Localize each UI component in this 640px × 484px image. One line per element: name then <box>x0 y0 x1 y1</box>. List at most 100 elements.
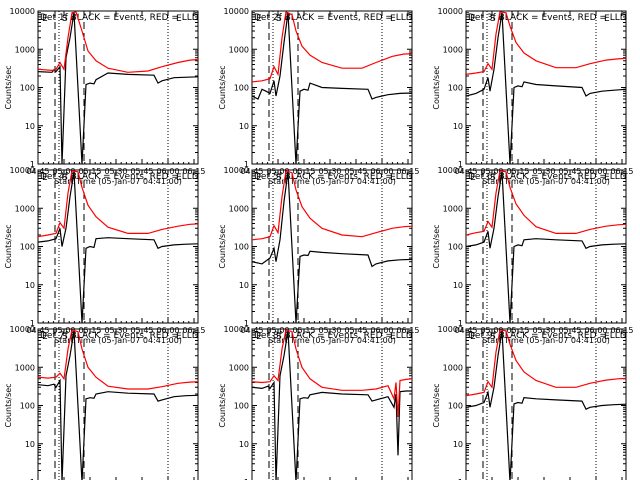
event-marker-label: E <box>176 332 182 342</box>
y-tick-label: 10000 <box>224 7 249 16</box>
series-lld-line <box>466 11 626 75</box>
y-tick-label: 10000 <box>438 166 463 175</box>
panel-title: Det 7f BLACK = Events, RED = LLD <box>40 331 199 341</box>
y-tick-label: 100 <box>448 402 463 411</box>
y-axis-label: Counts/sec <box>218 224 227 268</box>
series-events-line <box>252 330 412 482</box>
plot-area <box>466 11 626 164</box>
y-tick-label: 10000 <box>10 7 35 16</box>
plot-area <box>252 11 412 164</box>
event-marker-label: E <box>604 173 610 183</box>
series-lld-line <box>252 170 412 241</box>
event-marker-label: S <box>276 332 282 342</box>
series-events-line <box>38 171 198 323</box>
y-tick-label: 1 <box>244 160 249 169</box>
plot-area <box>466 329 626 482</box>
y-tick-label: 100 <box>234 243 249 252</box>
y-tick-label: 10000 <box>438 325 463 334</box>
series-lld-line <box>466 170 626 236</box>
plot-area <box>252 329 412 482</box>
y-tick-label: 1000 <box>229 45 249 54</box>
y-tick-label: 1000 <box>15 45 35 54</box>
series-events-line <box>38 330 198 482</box>
y-tick-label: 10000 <box>10 166 35 175</box>
event-marker-label: E <box>256 332 262 342</box>
y-axis-label: Counts/sec <box>432 224 441 268</box>
y-tick-label: 1000 <box>15 204 35 213</box>
series-events-line <box>466 12 626 164</box>
event-marker-label: S <box>490 14 496 24</box>
event-marker-label: E <box>470 332 476 342</box>
series-lld-line <box>38 11 198 73</box>
y-tick-label: 10 <box>239 281 249 290</box>
plot-area <box>38 11 198 164</box>
event-marker-label: S <box>276 173 282 183</box>
plot-frame <box>251 169 413 324</box>
x-axis-label: Start Time (05-Jan-07 04:41:00) <box>482 177 610 186</box>
event-marker-label: S <box>62 173 68 183</box>
plot-area <box>38 329 198 482</box>
series-lld-line <box>38 170 198 238</box>
x-axis-label: Start Time (05-Jan-07 04:41:00) <box>268 177 396 186</box>
event-marker-label: E <box>42 14 48 24</box>
series-events-line <box>252 171 412 323</box>
y-tick-label: 1000 <box>229 204 249 213</box>
panel-title: Det 6f BLACK = Events, RED = LLD <box>468 172 627 182</box>
y-tick-label: 100 <box>20 84 35 93</box>
plot-area <box>38 170 198 323</box>
panel-title: Det 3f BLACK = Events, RED = LLD <box>468 13 627 23</box>
series-lld-line <box>38 329 198 390</box>
series-lld-line <box>252 329 412 418</box>
x-axis-label: Start Time (05-Jan-07 04:41:00) <box>54 336 182 345</box>
y-tick-label: 10 <box>453 281 463 290</box>
y-tick-label: 100 <box>20 243 35 252</box>
y-tick-label: 100 <box>234 84 249 93</box>
event-marker-label: E <box>176 173 182 183</box>
panel-title: Det 5f BLACK = Events, RED = LLD <box>254 172 413 182</box>
panel-7: Det 7f BLACK = Events, RED = LLDESE11010… <box>4 325 199 484</box>
y-tick-label: 10000 <box>438 7 463 16</box>
panel-title: Det 8f BLACK = Events, RED = LLD <box>254 331 413 341</box>
y-axis-label: Counts/sec <box>4 383 13 427</box>
y-tick-label: 1 <box>244 319 249 328</box>
y-tick-label: 1000 <box>443 204 463 213</box>
event-marker-label: E <box>176 14 182 24</box>
y-tick-label: 1000 <box>15 363 35 372</box>
y-axis-label: Counts/sec <box>432 383 441 427</box>
panel-9: Det 9f BLACK = Events, RED = LLDESE11010… <box>432 325 627 484</box>
event-marker-label: E <box>604 332 610 342</box>
y-tick-label: 10 <box>25 122 35 131</box>
series-events-line <box>466 171 626 323</box>
y-tick-label: 10 <box>453 440 463 449</box>
y-tick-label: 1 <box>458 319 463 328</box>
y-axis-label: Counts/sec <box>218 383 227 427</box>
panel-title: Det 1f BLACK = Events, RED = LLD <box>40 13 199 23</box>
y-tick-label: 100 <box>448 84 463 93</box>
series-lld-line <box>466 329 626 397</box>
series-events-line <box>466 330 626 482</box>
x-axis-label: Start Time (05-Jan-07 04:41:00) <box>54 177 182 186</box>
y-tick-label: 1000 <box>443 45 463 54</box>
event-marker-label: E <box>42 173 48 183</box>
event-marker-label: E <box>604 14 610 24</box>
event-marker-label: E <box>42 332 48 342</box>
y-tick-label: 1 <box>30 160 35 169</box>
event-marker-label: E <box>390 14 396 24</box>
panel-title: Det 2f BLACK = Events, RED = LLD <box>254 13 413 23</box>
event-marker-label: E <box>470 173 476 183</box>
y-tick-label: 10000 <box>224 166 249 175</box>
y-axis-label: Counts/sec <box>4 65 13 109</box>
panel-title: Det 4f BLACK = Events, RED = LLD <box>40 172 199 182</box>
event-marker-label: E <box>390 173 396 183</box>
panel-title: Det 9f BLACK = Events, RED = LLD <box>468 331 627 341</box>
y-tick-label: 100 <box>234 402 249 411</box>
y-axis-label: Counts/sec <box>4 224 13 268</box>
series-lld-line <box>252 11 412 83</box>
event-marker-label: S <box>62 332 68 342</box>
